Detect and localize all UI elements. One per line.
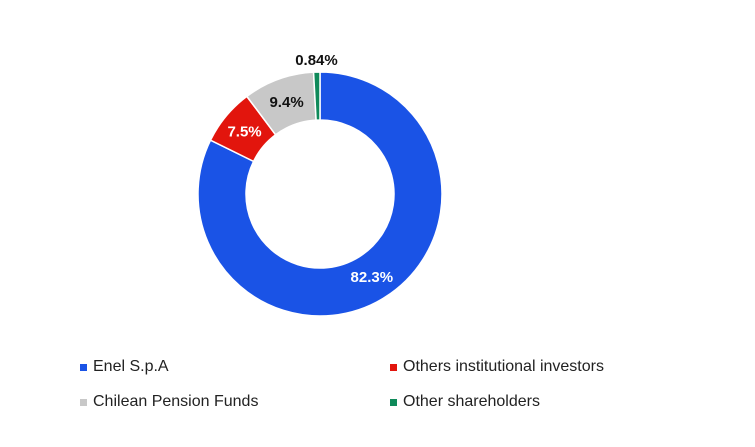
data-label-other-shareholders: 0.84% (295, 52, 338, 69)
slice-other-shareholders (312, 71, 321, 121)
slice-enel (197, 71, 443, 317)
data-label-enel: 82.3% (351, 269, 394, 286)
data-label-chilean-pension: 9.4% (269, 94, 303, 111)
data-label-others-institutional: 7.5% (227, 123, 261, 140)
